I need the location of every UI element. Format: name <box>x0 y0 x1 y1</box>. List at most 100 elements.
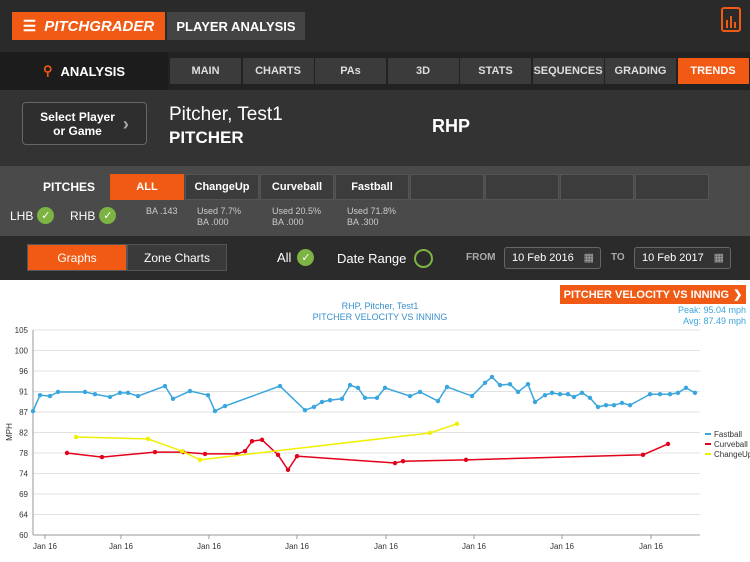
x-tick-label: Jan 16 <box>639 542 664 551</box>
analysis-tab[interactable]: ⚲ ANALYSIS <box>0 52 168 90</box>
player-name: Pitcher, Test1 <box>169 104 283 125</box>
player-hand: RHP <box>432 116 471 136</box>
nav-tab[interactable]: 3D <box>387 58 459 84</box>
data-point <box>489 374 495 380</box>
view-tab[interactable]: Zone Charts <box>127 244 227 271</box>
data-point <box>135 393 141 399</box>
to-date-text: 10 Feb 2017 <box>642 252 704 264</box>
date-range-toggle[interactable]: Date Range <box>337 249 434 268</box>
y-tick-label: 96 <box>19 367 28 376</box>
data-point <box>355 385 361 391</box>
data-point <box>374 395 380 401</box>
y-tick-label: 74 <box>19 470 28 479</box>
pitch-type-button[interactable]: ALL <box>110 174 184 200</box>
to-date[interactable]: 10 Feb 2017 ▦ <box>634 247 731 269</box>
rhb-toggle[interactable]: RHB ✓ <box>70 207 117 224</box>
nav-tab[interactable]: PAs <box>315 58 386 84</box>
view-tab[interactable]: Graphs <box>27 244 127 271</box>
data-point <box>339 396 345 401</box>
data-point <box>571 394 577 400</box>
data-point <box>55 389 61 395</box>
data-point <box>587 395 593 401</box>
nav-tab[interactable]: CHARTS <box>242 58 314 84</box>
data-point <box>427 430 433 436</box>
data-point <box>249 438 255 444</box>
all-toggle[interactable]: All ✓ <box>277 249 315 266</box>
logo[interactable]: ☰ PITCHGRADER <box>12 12 165 40</box>
data-point <box>99 454 105 460</box>
legend-label: ChangeUp <box>714 450 750 459</box>
pitch-stats: Used 71.8% BA .300 <box>335 206 409 228</box>
pitch-type-button[interactable]: Curveball <box>260 174 334 200</box>
data-point <box>145 436 151 442</box>
data-point <box>302 407 308 413</box>
select-line: Select Player <box>40 109 115 124</box>
data-point <box>392 460 398 466</box>
x-tick-label: Jan 16 <box>197 542 222 551</box>
to-label: TO <box>611 252 625 263</box>
data-point <box>400 459 406 464</box>
nav-tab[interactable]: STATS <box>460 58 531 84</box>
y-tick-label: 64 <box>19 511 28 520</box>
stats: Peak: 95.04 mph Avg: 87.49 mph <box>678 305 746 327</box>
date-range-label: Date Range <box>337 251 407 266</box>
y-tick-label: 60 <box>19 531 28 540</box>
data-point <box>347 382 353 388</box>
chart-button-text: PITCHER VELOCITY VS INNING <box>563 288 730 301</box>
data-point <box>417 389 423 395</box>
nav-tab[interactable]: TRENDS <box>677 58 749 84</box>
from-date[interactable]: 10 Feb 2016 ▦ <box>504 247 601 269</box>
data-point <box>665 441 671 447</box>
data-point <box>497 382 503 388</box>
y-tick-label: 82 <box>19 429 28 438</box>
nav-tab[interactable]: MAIN <box>170 58 241 84</box>
select-player-button[interactable]: Select Player or Game › <box>22 102 147 145</box>
pitch-stats: Used 7.7% BA .000 <box>185 206 259 228</box>
data-point <box>619 400 625 406</box>
nav-tab[interactable]: GRADING <box>605 58 676 84</box>
data-point <box>692 390 698 396</box>
report-icon[interactable] <box>720 6 744 34</box>
player-role: PITCHER <box>169 128 244 147</box>
data-point <box>542 392 548 398</box>
data-point <box>82 389 88 395</box>
data-point <box>382 385 388 391</box>
menu-icon[interactable]: ☰ <box>22 18 37 35</box>
data-point <box>557 392 563 397</box>
data-point <box>667 392 673 397</box>
from-label: FROM <box>466 252 496 263</box>
lhb-label: LHB <box>10 208 34 223</box>
series-line <box>32 375 696 413</box>
data-point <box>125 390 131 396</box>
data-point <box>107 394 113 400</box>
data-point <box>30 408 36 414</box>
data-point <box>407 393 413 399</box>
x-tick-label: Jan 16 <box>374 542 399 551</box>
y-tick-label: 91 <box>19 388 28 397</box>
x-tick-label: Jan 16 <box>109 542 134 551</box>
chart-select-button[interactable]: PITCHER VELOCITY VS INNING ❯ <box>560 285 746 304</box>
data-point <box>179 448 185 454</box>
y-tick-label: 105 <box>15 326 29 335</box>
nav-tab[interactable]: SEQUENCES <box>532 58 604 84</box>
data-point <box>675 390 681 396</box>
logo-text: PITCHGRADER <box>44 17 155 35</box>
series-line <box>75 423 458 461</box>
pitch-type-button[interactable]: Fastball <box>335 174 409 200</box>
data-point <box>152 449 158 455</box>
pitch-stat: BA .143 <box>146 206 178 216</box>
data-point <box>595 404 601 410</box>
x-tick-label: Jan 16 <box>462 542 487 551</box>
analysis-label: ANALYSIS <box>60 63 126 79</box>
data-point <box>117 390 123 396</box>
pitch-stat: BA .000 <box>272 217 304 227</box>
pitch-type-button[interactable]: ChangeUp <box>185 174 259 200</box>
series-line <box>66 438 669 472</box>
data-point <box>507 382 513 387</box>
all-label: All <box>277 250 292 265</box>
data-point <box>92 392 98 397</box>
y-tick-label: 69 <box>19 490 28 499</box>
lhb-toggle[interactable]: LHB ✓ <box>10 207 55 224</box>
chart: RHP, Pitcher, Test1 PITCHER VELOCITY VS … <box>5 301 750 551</box>
